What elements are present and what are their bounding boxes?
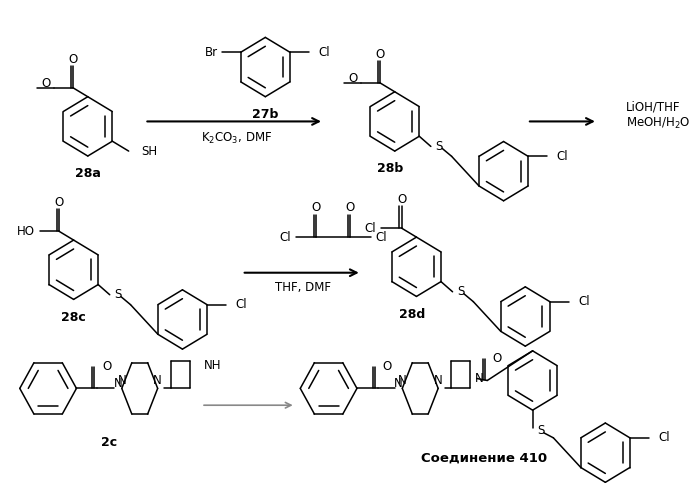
Text: MeOH/H$_2$O: MeOH/H$_2$O [626,116,690,131]
Text: HO: HO [18,225,35,238]
Text: 27b: 27b [252,108,279,121]
Text: Cl: Cl [376,231,388,244]
Text: 28b: 28b [377,162,403,175]
Text: O: O [69,52,78,66]
Text: 28d: 28d [398,308,425,321]
Text: Cl: Cl [279,231,290,244]
Text: NH: NH [204,359,221,372]
Text: Cl: Cl [578,295,590,308]
Text: O: O [346,201,355,214]
Text: Cl: Cl [318,46,330,59]
Text: S: S [457,285,465,298]
Text: O: O [382,360,392,373]
Text: O: O [312,201,321,214]
Text: O: O [492,352,501,365]
Text: S: S [115,288,122,301]
Text: THF, DMF: THF, DMF [275,281,331,294]
Text: 28a: 28a [75,167,101,180]
Text: N: N [475,372,484,385]
Text: S: S [435,140,443,153]
Text: K$_2$CO$_3$, DMF: K$_2$CO$_3$, DMF [202,131,272,146]
Text: N: N [118,374,126,387]
Text: Cl: Cl [556,150,568,163]
Text: LiOH/THF: LiOH/THF [626,100,680,113]
Text: O: O [348,72,357,86]
Text: O: O [102,360,111,373]
Text: Cl: Cl [365,222,376,235]
Text: SH: SH [141,145,157,157]
Text: S: S [538,424,545,438]
Text: N: N [394,377,403,390]
Text: O: O [375,48,384,61]
Text: Cl: Cl [658,431,670,445]
Text: O: O [55,196,64,209]
Text: 2c: 2c [102,436,118,449]
Text: O: O [41,77,50,91]
Text: Br: Br [205,46,218,59]
Text: Cl: Cl [235,298,247,311]
Text: N: N [113,377,122,390]
Text: N: N [398,374,407,387]
Text: N: N [153,374,162,387]
Text: Соединение 410: Соединение 410 [421,451,547,464]
Text: N: N [434,374,442,387]
Text: 28c: 28c [61,311,86,324]
Text: O: O [397,193,407,206]
